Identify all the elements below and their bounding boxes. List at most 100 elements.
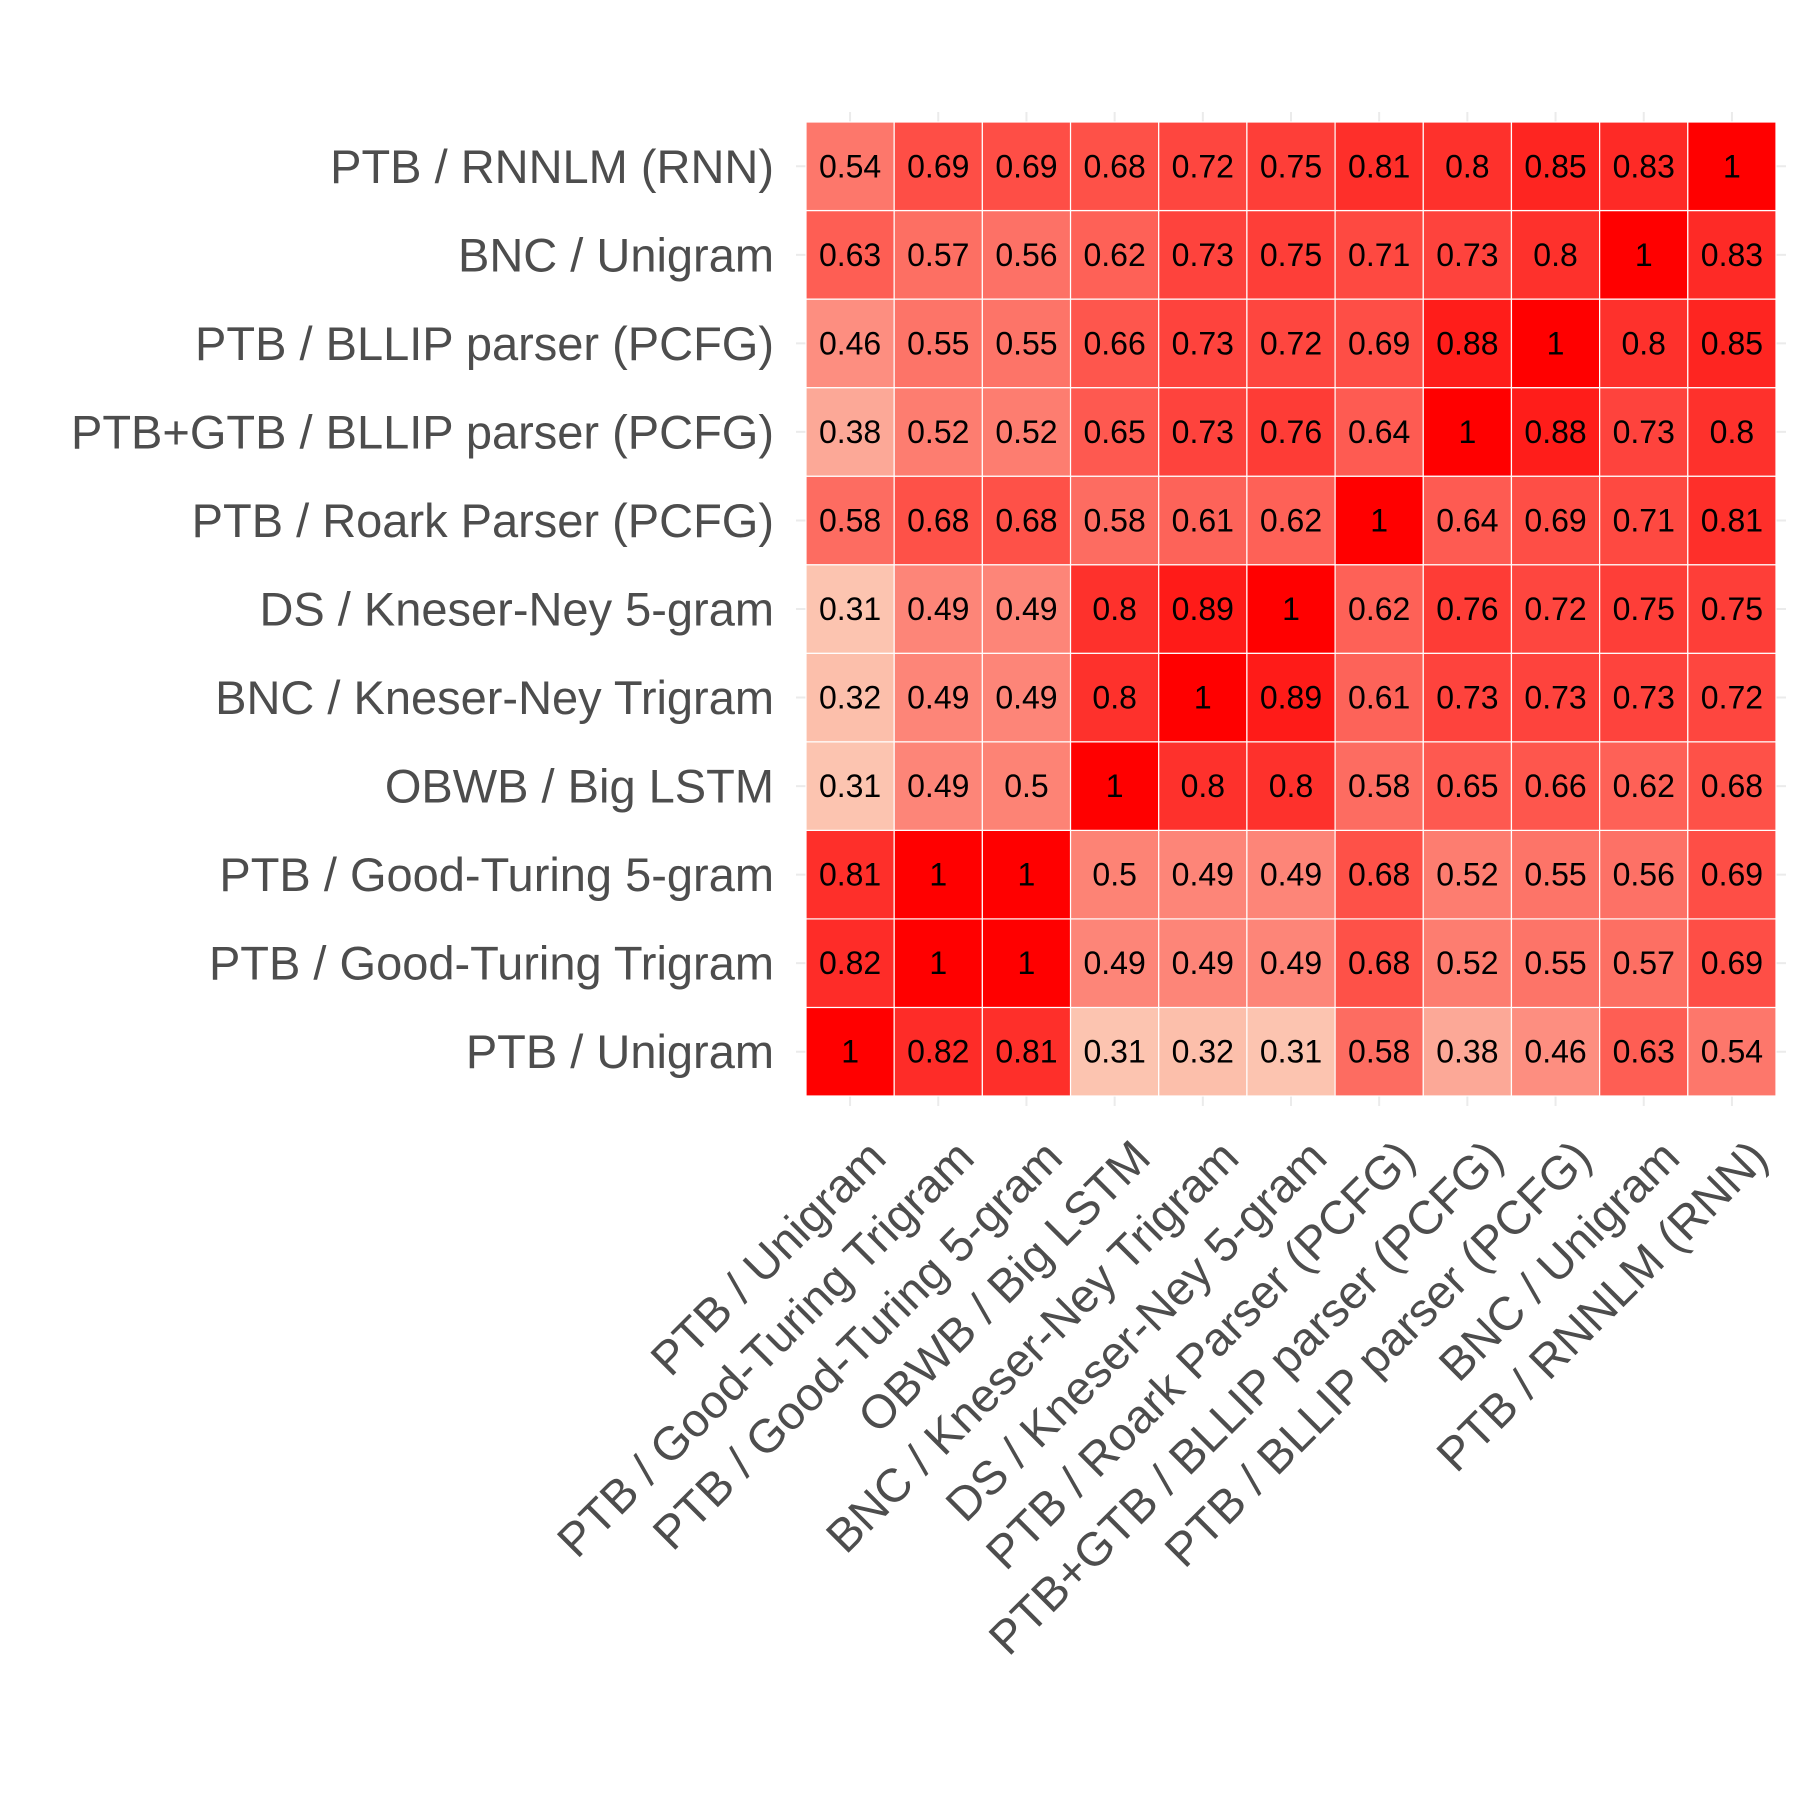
heatmap-cell <box>1510 387 1601 477</box>
cell-value-label: 0.63 <box>819 237 881 273</box>
y-tick-label: PTB / RNNLM (RNN) <box>330 140 774 193</box>
cell-value-label: 0.52 <box>907 414 969 450</box>
cell-value-label: 0.31 <box>819 768 881 804</box>
cell-value-label: 0.62 <box>1613 768 1675 804</box>
cell-value-label: 0.55 <box>995 325 1057 361</box>
cell-value-label: 0.64 <box>1436 502 1498 538</box>
cell-value-label: 0.49 <box>995 591 1057 627</box>
cell-value-label: 0.57 <box>1613 945 1675 981</box>
heatmap-cell <box>1158 564 1248 654</box>
heatmap-cell <box>1158 918 1248 1009</box>
cell-value-label: 0.38 <box>1436 1034 1498 1070</box>
cell-value-label: 0.72 <box>1524 591 1586 627</box>
cell-value-label: 1 <box>929 857 947 893</box>
heatmap-cell <box>1687 918 1777 1009</box>
cell-value-label: 0.85 <box>1524 148 1586 184</box>
cell-value-label: 0.76 <box>1436 591 1498 627</box>
cell-value-label: 0.83 <box>1701 237 1763 273</box>
cell-value-label: 0.46 <box>1524 1034 1586 1070</box>
cell-value-label: 0.69 <box>995 148 1057 184</box>
cell-value-label: 0.73 <box>1613 680 1675 716</box>
heatmap-cell <box>1158 475 1248 566</box>
cell-value-label: 0.31 <box>1260 1034 1322 1070</box>
cell-value-label: 0.73 <box>1436 680 1498 716</box>
cell-value-label: 0.49 <box>907 591 969 627</box>
cell-value-label: 0.31 <box>1083 1034 1145 1070</box>
y-tick-label: BNC / Kneser-Ney Trigram <box>215 671 774 724</box>
cell-value-label: 1 <box>1723 148 1741 184</box>
cell-value-label: 0.8 <box>1092 680 1136 716</box>
heatmap-cell <box>1246 564 1336 654</box>
cell-value-label: 0.75 <box>1260 237 1322 273</box>
heatmap-cell <box>1422 209 1513 300</box>
cell-value-label: 0.69 <box>1348 325 1410 361</box>
heatmap-cell <box>893 209 983 300</box>
heatmap-cell <box>1334 298 1424 389</box>
heatmap-cell <box>805 387 895 477</box>
cell-value-label: 0.55 <box>907 325 969 361</box>
heatmap-cell <box>981 652 1072 743</box>
heatmap-cell <box>981 1006 1072 1097</box>
heatmap-cell <box>981 387 1072 477</box>
cell-value-label: 0.73 <box>1524 680 1586 716</box>
cell-value-label: 1 <box>1018 945 1036 981</box>
cell-value-label: 0.73 <box>1172 237 1234 273</box>
cell-value-label: 0.68 <box>995 502 1057 538</box>
cell-value-label: 0.73 <box>1613 414 1675 450</box>
heatmap-cell <box>1158 1006 1248 1097</box>
heatmap-cell <box>1599 387 1689 477</box>
heatmap-cell <box>1687 121 1777 212</box>
heatmap-cell <box>1158 298 1248 389</box>
cell-value-label: 0.8 <box>1621 325 1665 361</box>
heatmap-cell <box>981 298 1072 389</box>
y-axis: PTB / Unigram PTB / Good-Turing Trigram PT… <box>71 140 774 1078</box>
heatmap-cell <box>1510 209 1601 300</box>
cell-value-label: 0.49 <box>995 680 1057 716</box>
cell-value-label: 0.57 <box>907 237 969 273</box>
cell-value-label: 0.8 <box>1445 148 1489 184</box>
heatmap-cell <box>893 475 983 566</box>
cell-value-label: 0.68 <box>1701 768 1763 804</box>
heatmap-cell <box>1069 741 1160 831</box>
heatmap-cell <box>1687 1006 1777 1097</box>
cell-value-label: 0.8 <box>1710 414 1754 450</box>
cell-value-label: 0.85 <box>1701 325 1763 361</box>
heatmap-cell <box>1599 741 1689 831</box>
heatmap-cell <box>1246 475 1336 566</box>
cell-value-label: 0.31 <box>819 591 881 627</box>
cell-value-label: 0.73 <box>1436 237 1498 273</box>
heatmap-cell <box>1334 121 1424 212</box>
cell-value-label: 0.71 <box>1348 237 1410 273</box>
heatmap-cell <box>805 918 895 1009</box>
cell-value-label: 0.64 <box>1348 414 1410 450</box>
cell-value-label: 0.69 <box>907 148 969 184</box>
heatmap-cell <box>1422 741 1513 831</box>
heatmap-cell <box>805 209 895 300</box>
cell-value-label: 0.58 <box>1348 1034 1410 1070</box>
cell-value-label: 0.65 <box>1436 768 1498 804</box>
heatmap-cell <box>805 829 895 920</box>
heatmap-cell <box>1422 475 1513 566</box>
cell-value-label: 0.62 <box>1083 237 1145 273</box>
cell-value-label: 0.82 <box>907 1034 969 1070</box>
heatmap-cell <box>1599 564 1689 654</box>
cell-value-label: 0.49 <box>907 680 969 716</box>
heatmap-cell <box>1510 829 1601 920</box>
cell-value-label: 0.66 <box>1083 325 1145 361</box>
cell-value-label: 0.89 <box>1260 680 1322 716</box>
cell-value-label: 0.58 <box>1348 768 1410 804</box>
cell-value-label: 0.38 <box>819 414 881 450</box>
cell-value-label: 0.71 <box>1613 502 1675 538</box>
y-tick-label: PTB / Roark Parser (PCFG) <box>192 494 774 547</box>
heatmap-cell <box>1069 298 1160 389</box>
heatmap-cell <box>1599 829 1689 920</box>
heatmap-cell <box>805 1006 895 1097</box>
heatmap-cell <box>1422 121 1513 212</box>
cell-value-label: 1 <box>1018 857 1036 893</box>
cell-value-label: 0.76 <box>1260 414 1322 450</box>
heatmap-cell <box>1510 298 1601 389</box>
cell-value-label: 0.88 <box>1524 414 1586 450</box>
cell-value-label: 0.83 <box>1613 148 1675 184</box>
cell-value-label: 0.68 <box>1348 857 1410 893</box>
